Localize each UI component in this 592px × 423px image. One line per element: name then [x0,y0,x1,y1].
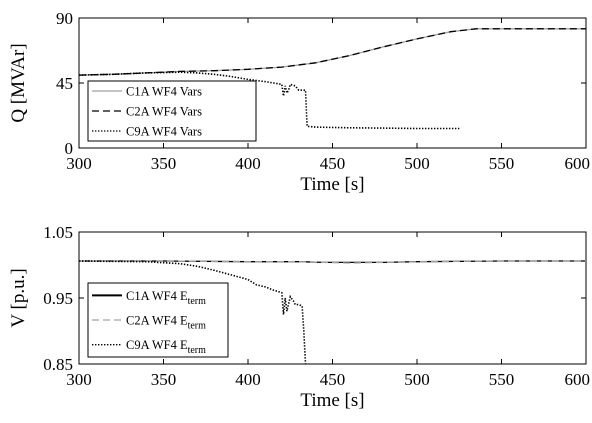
x-tick-label: 600 [565,370,591,389]
x-tick-label: 350 [151,370,177,389]
chart-panel-top: 300 350 400 450 500 550 600 0 45 90 Time [s] Q [MVA… [8,9,590,195]
y-axis-label: Q [MVAr] [8,43,29,122]
x-tick-label: 300 [66,370,92,389]
y-tick-label: 1.05 [43,223,73,242]
legend-label-3: C9A WF4 Vars [126,125,202,139]
legend-label-text: C1A WF4 Vars [126,85,202,99]
series-line-3 [79,260,307,364]
x-axis-label: Time [s] [300,174,364,195]
series-line-3 [79,71,460,130]
series-group [79,260,586,364]
x-tick-label: 300 [66,154,92,173]
legend-label-2: C2A WF4 Eterm [126,314,206,332]
legend-label-2: C2A WF4 Vars [126,105,202,119]
legend-label-1: C1A WF4 Vars [126,85,202,99]
x-tick-label: 550 [489,370,515,389]
series-line-2 [79,260,586,264]
y-tick-label: 0 [65,139,74,158]
legend-label-subscript: term [188,321,207,332]
x-tick-label: 450 [320,370,346,389]
chart-panel-bottom: 300 350 400 450 500 550 600 0.85 0.95 1.05 Time [s… [8,223,590,411]
series-line-2 [79,28,586,76]
y-tick-label: 0.85 [43,355,73,374]
series-group [79,28,586,130]
legend-label-text: C1A WF4 E [126,289,188,303]
legend-label-text: C9A WF4 Vars [126,125,202,139]
y-tick-label: 0.95 [43,289,73,308]
x-tick-label: 600 [565,154,591,173]
x-tick-label: 400 [235,370,261,389]
x-tick-label: 400 [235,154,261,173]
x-axis-label: Time [s] [300,390,364,411]
x-tick-label: 350 [151,154,177,173]
legend-label-text: C2A WF4 E [126,314,188,328]
x-tick-label: 450 [320,154,346,173]
x-tick-label: 500 [404,154,430,173]
legend-label-1: C1A WF4 Eterm [126,289,206,307]
legend-label-text: C9A WF4 E [126,338,188,352]
y-tick-label: 45 [56,74,73,93]
y-axis-label: V [p.u.] [8,268,29,327]
legend-label-subscript: term [188,345,207,356]
y-tick-label: 90 [56,9,73,28]
legend-label-subscript: term [188,296,207,307]
legend: C1A WF4 Vars C2A WF4 Vars C9A WF4 Vars [87,80,257,142]
x-tick-label: 500 [404,370,430,389]
x-tick-label: 550 [489,154,515,173]
series-line-1 [79,28,586,76]
legend-label-3: C9A WF4 Eterm [126,338,206,356]
legend-label-text: C2A WF4 Vars [126,105,202,119]
